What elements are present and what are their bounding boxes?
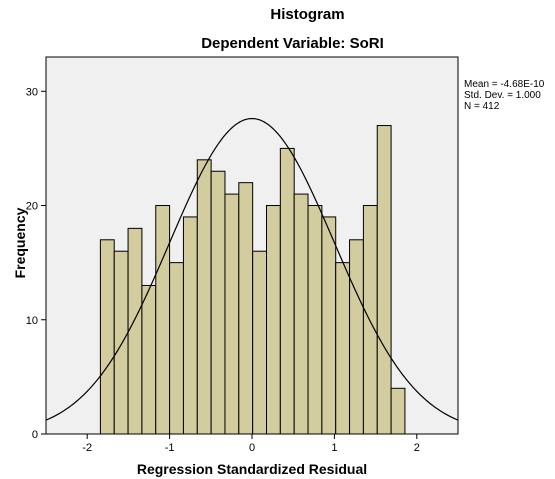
histogram-bar	[349, 239, 364, 435]
histogram-bar	[390, 387, 406, 435]
histogram-bar	[182, 216, 198, 435]
x-tick-label: 1	[331, 442, 337, 454]
histogram-bar	[196, 159, 212, 435]
y-tick-label: 30	[26, 86, 38, 98]
normal-curve	[45, 117, 459, 421]
stat-std-dev: Std. Dev. = 1.000	[464, 90, 541, 101]
histogram-bar	[321, 216, 337, 435]
x-tick-label: -2	[82, 442, 92, 454]
histogram-bar	[376, 125, 392, 435]
histogram-bar	[224, 193, 240, 435]
histogram-bar	[252, 250, 268, 435]
histogram-bar	[335, 262, 351, 435]
y-axis-title: Frequency	[12, 207, 28, 279]
histogram-bar	[155, 205, 171, 435]
y-tick-label: 0	[32, 429, 38, 441]
chart-subtitle: Dependent Variable: SoRI	[201, 35, 384, 52]
stat-n: N = 412	[464, 101, 500, 112]
x-tick-label: 0	[249, 442, 255, 454]
histogram-bar	[113, 250, 129, 435]
histogram-bar	[169, 262, 184, 435]
histogram-bar	[362, 205, 378, 435]
histogram-bar	[141, 284, 157, 435]
histogram-bar	[238, 182, 254, 435]
stat-mean: Mean = -4.68E-10	[464, 79, 545, 90]
y-tick-label: 20	[26, 201, 38, 213]
x-tick-label: 2	[414, 442, 420, 454]
histogram-bar	[99, 239, 115, 435]
histogram-bar	[279, 147, 295, 435]
y-tick-label: 10	[26, 315, 38, 327]
x-tick-label: -1	[165, 442, 175, 454]
x-axis-title: Regression Standardized Residual	[136, 461, 368, 477]
histogram-bar	[266, 205, 281, 435]
histogram-bar	[210, 170, 226, 435]
chart-title: Histogram	[270, 6, 345, 23]
histogram-bar	[293, 193, 309, 435]
histogram-bar	[307, 205, 323, 435]
histogram-bar	[127, 227, 143, 435]
